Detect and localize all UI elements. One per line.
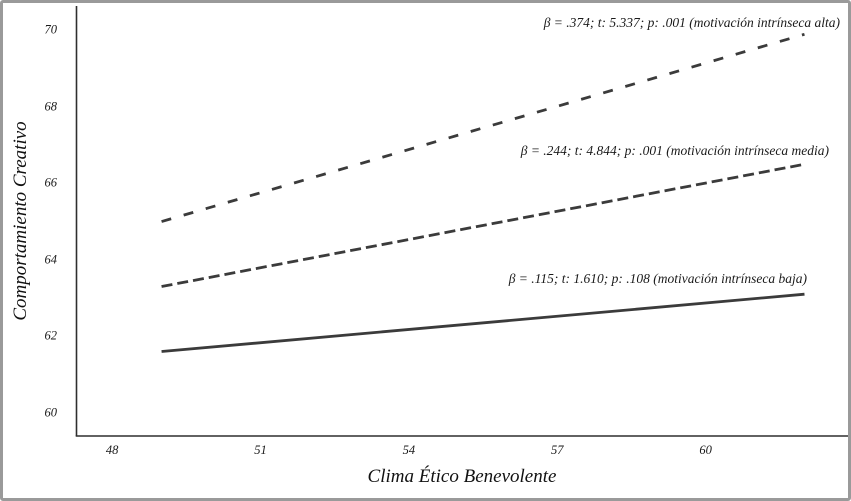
y-tick-label-68: 68 (44, 99, 58, 114)
y-tick-label-62: 62 (44, 328, 58, 343)
annotation-motivacion-media: β = .244; t: 4.844; p: .001 (motivación … (520, 143, 829, 158)
x-tick-label-48: 48 (105, 443, 119, 457)
x-tick-label-51: 51 (254, 443, 267, 457)
x-tick-label-54: 54 (402, 443, 416, 457)
y-tick-label-66: 66 (44, 175, 58, 190)
y-tick-label-70: 70 (44, 22, 58, 37)
y-axis-title-text: Comportamiento Creativo (10, 121, 31, 321)
series-line-motivación-intrínseca-baja (161, 292, 805, 353)
series-line-motivación-intrínseca-media (161, 162, 805, 288)
annotation-motivacion-baja: β = .115; t: 1.610; p: .108 (motivación … (508, 271, 807, 286)
plot-area (75, 6, 848, 437)
x-axis-title: Clima Ético Benevolente (367, 466, 557, 487)
y-tick-label-60: 60 (44, 405, 58, 420)
x-tick-label-60: 60 (699, 443, 712, 457)
y-tick-label-64: 64 (44, 252, 58, 267)
x-tick-label-57: 57 (550, 443, 564, 457)
annotation-motivacion-alta: β = .374; t: 5.337; p: .001 (motivación … (543, 15, 840, 30)
series-line-motivación-intrínseca-alta (161, 32, 805, 223)
